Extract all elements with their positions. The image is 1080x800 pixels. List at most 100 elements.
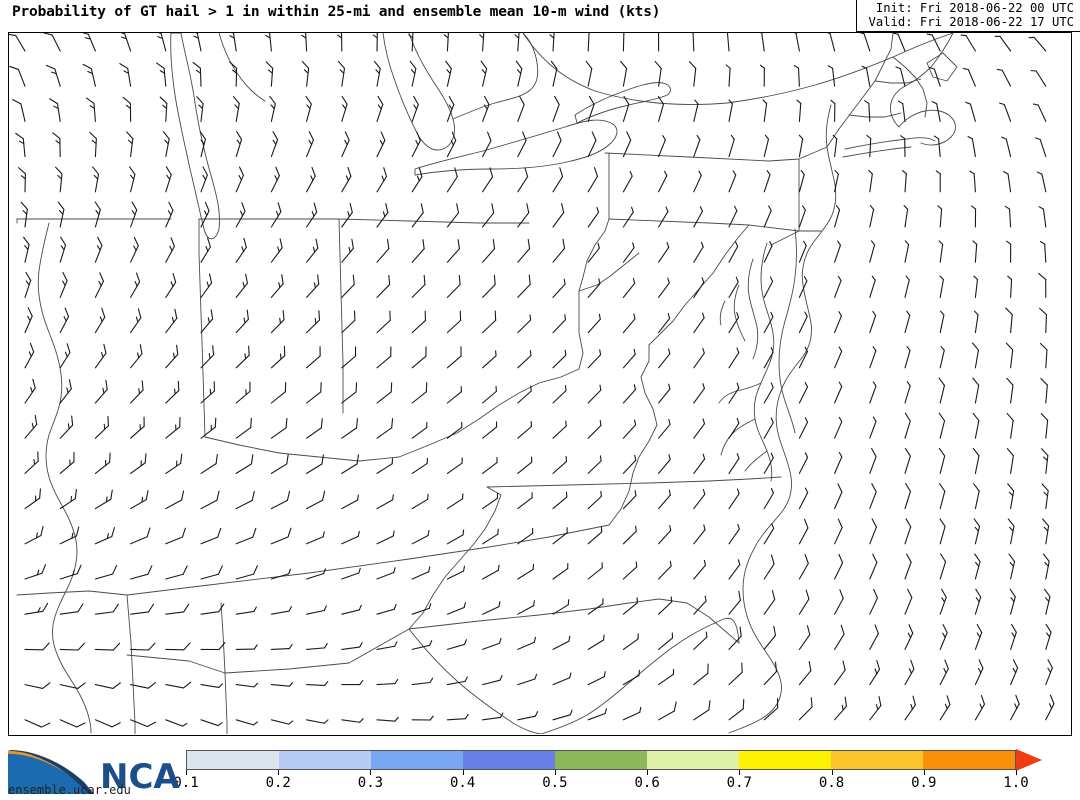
wind-barb <box>92 565 119 580</box>
wind-barb <box>865 240 876 263</box>
wind-barb <box>1038 623 1054 650</box>
wind-barb <box>968 694 989 721</box>
wind-barb <box>1039 240 1047 263</box>
wind-barb <box>1038 205 1047 229</box>
wind-barb <box>20 488 46 510</box>
wind-barb <box>830 416 844 439</box>
wind-barb <box>1038 342 1048 369</box>
wind-barb <box>233 527 260 545</box>
wind-barb <box>619 242 637 263</box>
wind-barb <box>261 33 272 53</box>
wind-barb <box>195 345 219 369</box>
wind-barb <box>863 660 884 686</box>
wind-barb <box>970 240 978 263</box>
wind-barb <box>266 418 292 439</box>
wind-barb <box>615 60 629 87</box>
colorbar[interactable]: 0.1 0.2 0.3 0.4 0.5 0.6 0.7 0.8 0.9 1.0 <box>173 749 1042 791</box>
wind-barb <box>689 312 707 334</box>
colorbar-segment <box>555 751 647 769</box>
wind-barb <box>233 565 260 580</box>
wind-barb <box>830 205 841 228</box>
wind-barb <box>999 101 1012 124</box>
wind-barb <box>967 342 980 369</box>
wind-barb <box>510 95 527 122</box>
wind-barb <box>341 715 364 724</box>
wind-barb <box>196 417 221 439</box>
wind-barb <box>194 273 216 298</box>
wind-barb <box>795 452 810 474</box>
colorbar-tick-label: 0.1 <box>173 775 199 791</box>
wind-barb <box>1004 205 1012 228</box>
wind-barb <box>340 642 364 650</box>
wind-barb <box>299 95 314 122</box>
wind-barb <box>339 530 362 545</box>
wind-barb <box>123 201 140 228</box>
wind-barb <box>376 715 399 722</box>
wind-barb <box>512 274 535 298</box>
ncar-logo[interactable]: NCAR <box>4 742 180 798</box>
wind-barb <box>115 33 132 54</box>
wind-barb <box>480 601 503 615</box>
wind-barb <box>1003 518 1016 545</box>
wind-barb <box>340 604 363 615</box>
wind-barb <box>444 529 467 545</box>
wind-barb <box>865 275 877 298</box>
wind-barb <box>1003 307 1014 334</box>
wind-barb <box>1038 272 1047 298</box>
wind-barb <box>299 131 317 158</box>
wind-barb <box>830 169 840 193</box>
wind-barb <box>123 236 142 263</box>
wind-barb <box>200 641 226 651</box>
wind-barb <box>900 240 910 263</box>
wind-barb <box>127 527 154 545</box>
wind-barb <box>162 527 189 545</box>
wind-barb <box>444 493 466 510</box>
wind-barb <box>967 377 981 404</box>
wind-barb <box>232 490 259 510</box>
colorbar-segment <box>463 751 555 769</box>
wind-barb <box>304 531 327 545</box>
wind-barb <box>1003 553 1017 580</box>
wind-barb <box>440 60 454 87</box>
wind-barb <box>265 309 289 334</box>
wind-barb <box>18 342 38 369</box>
wind-barb <box>159 308 181 334</box>
wind-barb <box>616 95 632 122</box>
wind-barb <box>898 695 920 721</box>
map-panel[interactable] <box>8 32 1072 736</box>
wind-barb <box>374 458 396 474</box>
wind-barb <box>619 206 636 228</box>
wind-barb <box>305 605 328 615</box>
wind-barb <box>723 590 745 615</box>
wind-barb <box>1030 67 1047 89</box>
wind-barb <box>160 417 185 439</box>
wind-barb <box>584 455 604 474</box>
wind-barb <box>994 33 1012 54</box>
wind-barb <box>935 240 944 263</box>
wind-barb <box>932 377 947 404</box>
wind-barb <box>1003 623 1019 650</box>
wind-barb <box>339 567 363 580</box>
wind-barb <box>371 346 396 369</box>
wind-barb <box>374 494 396 510</box>
wind-barb <box>91 527 118 545</box>
wind-barb <box>1038 659 1056 686</box>
colorbar-tick-label: 0.8 <box>818 775 845 791</box>
wind-barb <box>620 597 641 615</box>
wind-barb <box>235 644 258 650</box>
wind-barb <box>897 100 906 123</box>
wind-barb <box>619 419 639 439</box>
wind-barb <box>830 275 843 298</box>
wind-barb <box>152 33 167 54</box>
wind-barb <box>57 564 84 580</box>
wind-barb <box>477 274 500 298</box>
colorbar-tick-label: 0.2 <box>265 775 291 791</box>
wind-barb <box>514 385 535 404</box>
wind-barb <box>1038 377 1049 404</box>
wind-barb <box>17 167 27 193</box>
wind-barb <box>932 412 947 439</box>
wind-barb <box>795 487 810 510</box>
wind-barb <box>88 272 107 298</box>
wind-barb <box>197 490 223 510</box>
wind-barb <box>790 33 800 53</box>
